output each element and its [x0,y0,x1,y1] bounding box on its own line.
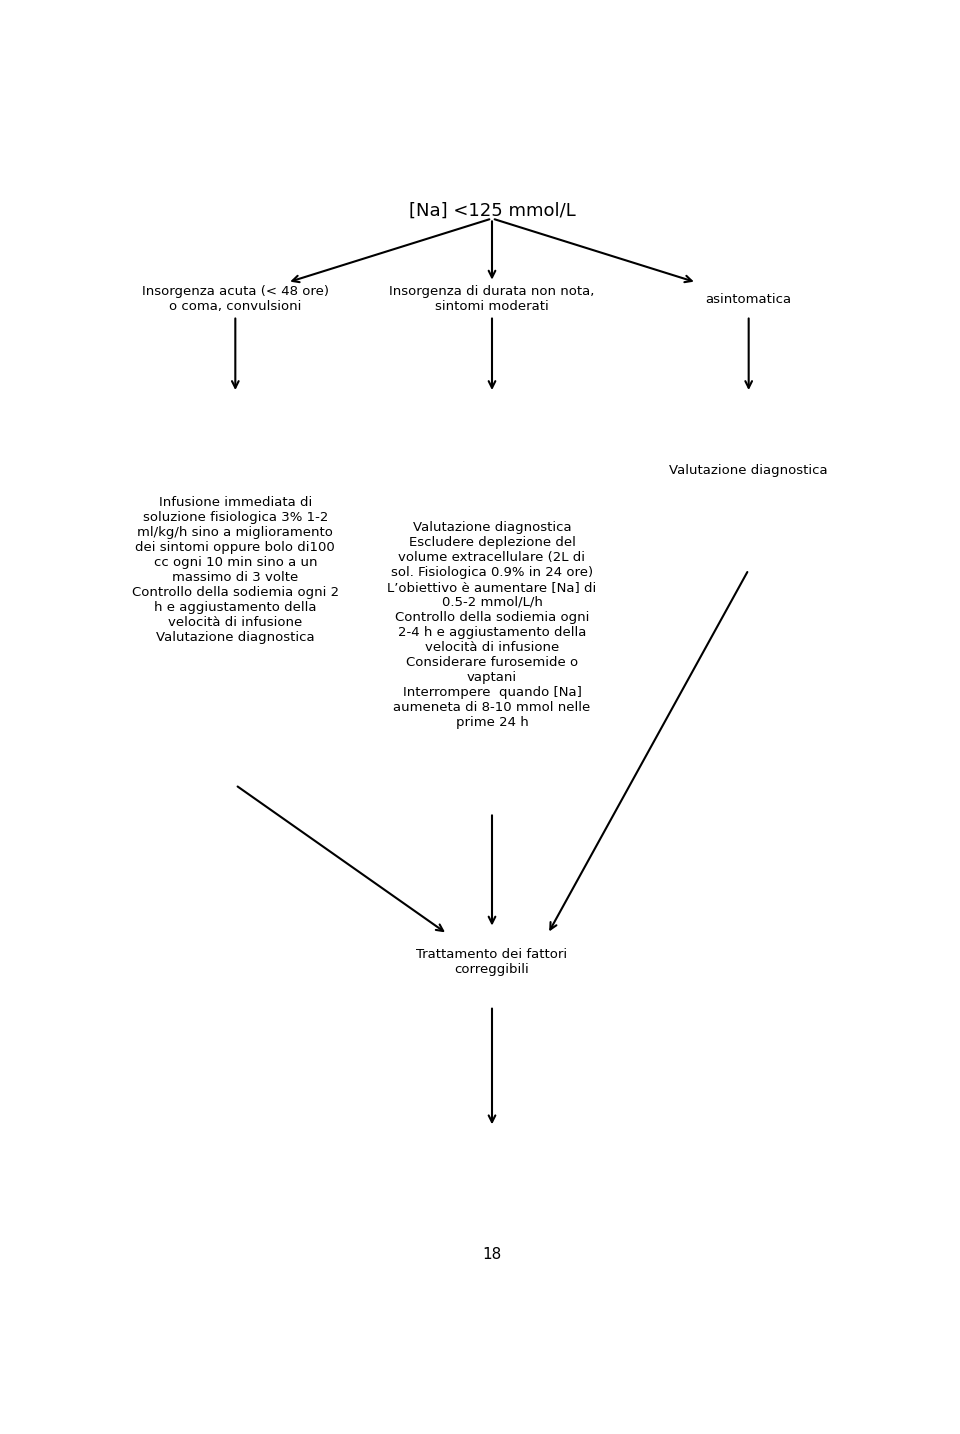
Text: 18: 18 [482,1246,502,1262]
Text: Insorgenza acuta (< 48 ore)
o coma, convulsioni: Insorgenza acuta (< 48 ore) o coma, conv… [142,285,329,313]
Text: [Na] <125 mmol/L: [Na] <125 mmol/L [409,202,575,219]
Text: Insorgenza di durata non nota,
sintomi moderati: Insorgenza di durata non nota, sintomi m… [390,285,594,313]
Text: Valutazione diagnostica: Valutazione diagnostica [669,463,828,476]
Text: asintomatica: asintomatica [706,293,792,305]
Text: Infusione immediata di
soluzione fisiologica 3% 1-2
ml/kg/h sino a miglioramento: Infusione immediata di soluzione fisiolo… [132,496,339,644]
Text: Trattamento dei fattori
correggibili: Trattamento dei fattori correggibili [417,948,567,975]
Text: Valutazione diagnostica
Escludere deplezione del
volume extracellulare (2L di
so: Valutazione diagnostica Escludere deplez… [388,521,596,728]
